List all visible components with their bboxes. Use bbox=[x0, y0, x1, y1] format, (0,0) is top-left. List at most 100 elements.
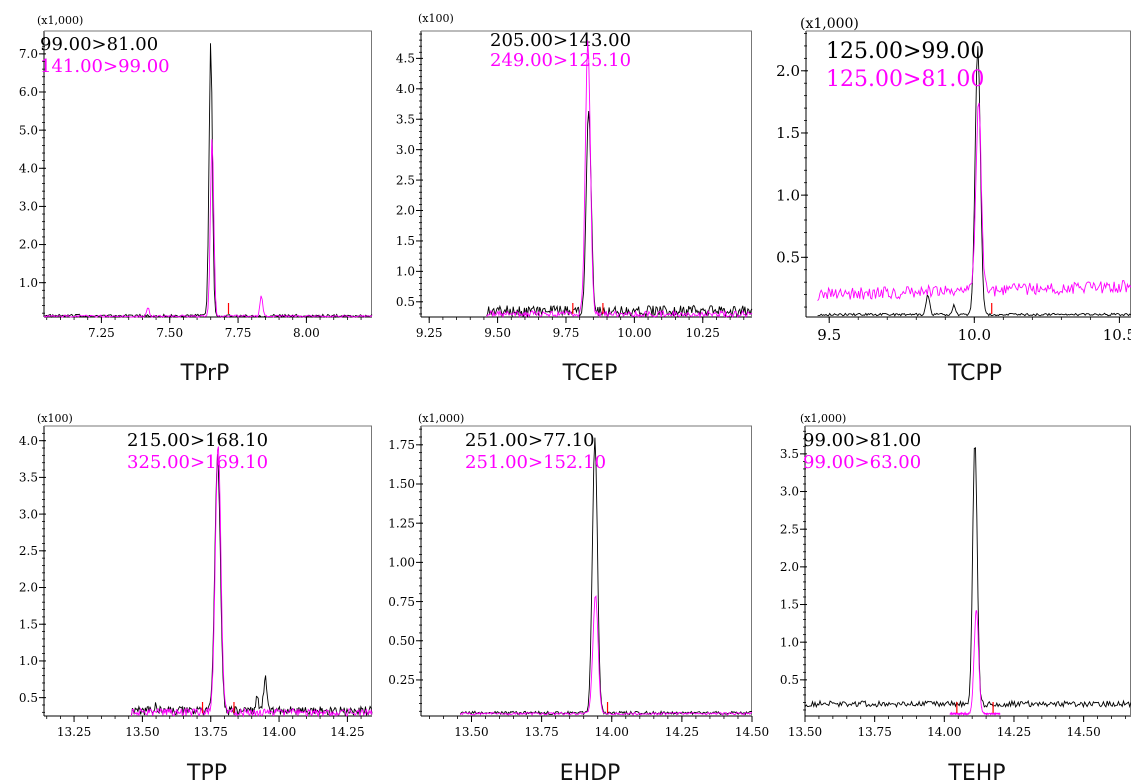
chart-title: TPrP bbox=[180, 361, 230, 386]
y-tick-label: 1.5 bbox=[396, 234, 415, 248]
x-tick-label: 9.25 bbox=[416, 326, 443, 340]
series-legend-2: 251.00>152.10 bbox=[465, 452, 606, 473]
y-tick-label: 0.5 bbox=[780, 673, 799, 687]
series-legend-2: 249.00>125.10 bbox=[490, 50, 631, 71]
x-tick-label: 13.75 bbox=[524, 725, 558, 739]
series-legend-1: 215.00>168.10 bbox=[127, 430, 268, 451]
y-tick-label: 0.5 bbox=[776, 249, 800, 267]
y-tick-label: 4.0 bbox=[396, 82, 415, 96]
x-tick-label: 13.75 bbox=[194, 725, 228, 739]
series-legend-2: 125.00>81.00 bbox=[826, 67, 984, 92]
chart-panel-ehdp: 0.25 0.50 0.75 1.00 1.25 1.50 1.75 13.50 13.75 14… bbox=[388, 412, 769, 784]
x-tick-label: 7.50 bbox=[156, 326, 183, 340]
y-tick-label: 2.5 bbox=[19, 544, 38, 558]
y-tick-label: 0.75 bbox=[388, 595, 415, 609]
series-line-1 bbox=[43, 43, 373, 318]
y-tick-label: 1.0 bbox=[780, 635, 799, 649]
x-tick-label: 14.00 bbox=[262, 725, 296, 739]
x-tick-label: 10.25 bbox=[686, 326, 720, 340]
x-tick-label: 13.75 bbox=[857, 725, 891, 739]
y-tick-label: 7.0 bbox=[19, 47, 38, 61]
y-multiplier-label: (x1,000) bbox=[800, 16, 859, 32]
series-line-2 bbox=[486, 40, 753, 319]
y-tick-label: 2.5 bbox=[780, 522, 799, 536]
series-line-1 bbox=[817, 46, 1131, 317]
y-tick-label: 2.0 bbox=[776, 62, 800, 80]
series-legend-1: 125.00>99.00 bbox=[826, 39, 984, 64]
x-tick-label: 13.50 bbox=[788, 725, 822, 739]
x-tick-label: 14.25 bbox=[330, 725, 364, 739]
y-tick-label: 1.0 bbox=[776, 186, 800, 204]
x-tick-label: 13.50 bbox=[125, 725, 159, 739]
chart-panel-tcpp: 0.5 1.0 1.5 2.0 9.5 10.0 10.5 (x1,000) 125.00>99… bbox=[776, 16, 1131, 386]
chart-title: EHDP bbox=[560, 761, 621, 784]
y-tick-label: 1.25 bbox=[388, 516, 415, 530]
y-tick-label: 1.50 bbox=[388, 477, 415, 491]
x-tick-label: 14.50 bbox=[1066, 725, 1100, 739]
y-tick-label: 4.5 bbox=[396, 52, 415, 66]
series-line-2 bbox=[949, 610, 1001, 716]
x-tick-label: 9.75 bbox=[553, 326, 580, 340]
chart-title: TCPP bbox=[947, 361, 1002, 386]
y-tick-label: 3.0 bbox=[19, 200, 38, 214]
y-tick-label: 2.0 bbox=[780, 560, 799, 574]
y-multiplier-label: (x100) bbox=[418, 12, 454, 25]
x-tick-label: 14.00 bbox=[927, 725, 961, 739]
x-tick-label: 10.5 bbox=[1103, 326, 1131, 344]
y-tick-label: 0.25 bbox=[388, 673, 415, 687]
y-tick-label: 1.5 bbox=[19, 617, 38, 631]
x-tick-label: 14.50 bbox=[735, 725, 769, 739]
y-tick-label: 1.00 bbox=[388, 556, 415, 570]
x-tick-label: 7.75 bbox=[225, 326, 252, 340]
y-tick-label: 6.0 bbox=[19, 85, 38, 99]
y-tick-label: 3.0 bbox=[19, 507, 38, 521]
series-legend-1: 251.00>77.10 bbox=[465, 430, 595, 451]
y-multiplier-label: (x1,000) bbox=[418, 412, 464, 425]
series-line-2 bbox=[459, 595, 753, 716]
series-legend-1: 205.00>143.00 bbox=[490, 30, 631, 51]
series-line-2 bbox=[43, 139, 373, 318]
series-legend-2: 325.00>169.10 bbox=[127, 452, 268, 473]
x-tick-label: 10.00 bbox=[617, 326, 651, 340]
x-tick-label: 9.50 bbox=[484, 326, 511, 340]
y-tick-label: 2.0 bbox=[396, 204, 415, 218]
chart-panel-tprp: 1.0 2.0 3.0 4.0 5.0 6.0 7.0 7.25 7.50 7.75 8.00 (x1… bbox=[19, 14, 373, 386]
y-tick-label: 2.0 bbox=[19, 581, 38, 595]
y-tick-label: 1.0 bbox=[19, 654, 38, 668]
y-tick-label: 4.0 bbox=[19, 161, 38, 175]
x-tick-label: 14.00 bbox=[595, 725, 629, 739]
y-tick-label: 1.75 bbox=[388, 438, 415, 452]
x-tick-label: 10.0 bbox=[958, 326, 991, 344]
x-tick-label: 8.00 bbox=[293, 326, 320, 340]
chart-panel-tcep: 0.5 1.0 1.5 2.0 2.5 3.0 3.5 4.0 4.5 9.25 9.50 9.75 1… bbox=[396, 12, 753, 386]
series-legend-2: 99.00>63.00 bbox=[803, 452, 921, 473]
y-tick-label: 1.5 bbox=[776, 124, 800, 142]
x-tick-label: 13.25 bbox=[57, 725, 91, 739]
y-tick-label: 3.0 bbox=[396, 143, 415, 157]
y-tick-label: 1.0 bbox=[396, 265, 415, 279]
series-line-1 bbox=[459, 437, 753, 716]
x-tick-label: 13.50 bbox=[454, 725, 488, 739]
x-tick-label: 7.25 bbox=[88, 326, 115, 340]
y-tick-label: 3.5 bbox=[780, 447, 799, 461]
y-tick-label: 0.5 bbox=[396, 295, 415, 309]
y-tick-label: 3.0 bbox=[780, 485, 799, 499]
y-tick-label: 2.0 bbox=[19, 238, 38, 252]
y-tick-label: 0.5 bbox=[19, 691, 38, 705]
chart-panel-tehp: 0.5 1.0 1.5 2.0 2.5 3.0 3.5 13.50 13.75 14.00 14.2… bbox=[780, 412, 1131, 784]
y-tick-label: 1.0 bbox=[19, 276, 38, 290]
x-tick-label: 14.25 bbox=[665, 725, 699, 739]
series-line-1 bbox=[131, 454, 373, 717]
series-line-1 bbox=[804, 447, 1131, 709]
chart-panel-tpp: 0.5 1.0 1.5 2.0 2.5 3.0 3.5 4.0 13.25 13.50 13.75 1… bbox=[19, 412, 373, 784]
x-tick-label: 14.25 bbox=[997, 725, 1031, 739]
y-multiplier-label: (x1,000) bbox=[37, 14, 83, 27]
y-multiplier-label: (x100) bbox=[37, 412, 73, 425]
y-tick-label: 2.5 bbox=[396, 173, 415, 187]
y-tick-label: 3.5 bbox=[19, 471, 38, 485]
x-tick-label: 9.5 bbox=[817, 326, 841, 344]
series-line-2 bbox=[131, 446, 373, 718]
series-line-2 bbox=[817, 102, 1131, 301]
chart-title: TPP bbox=[186, 761, 227, 784]
